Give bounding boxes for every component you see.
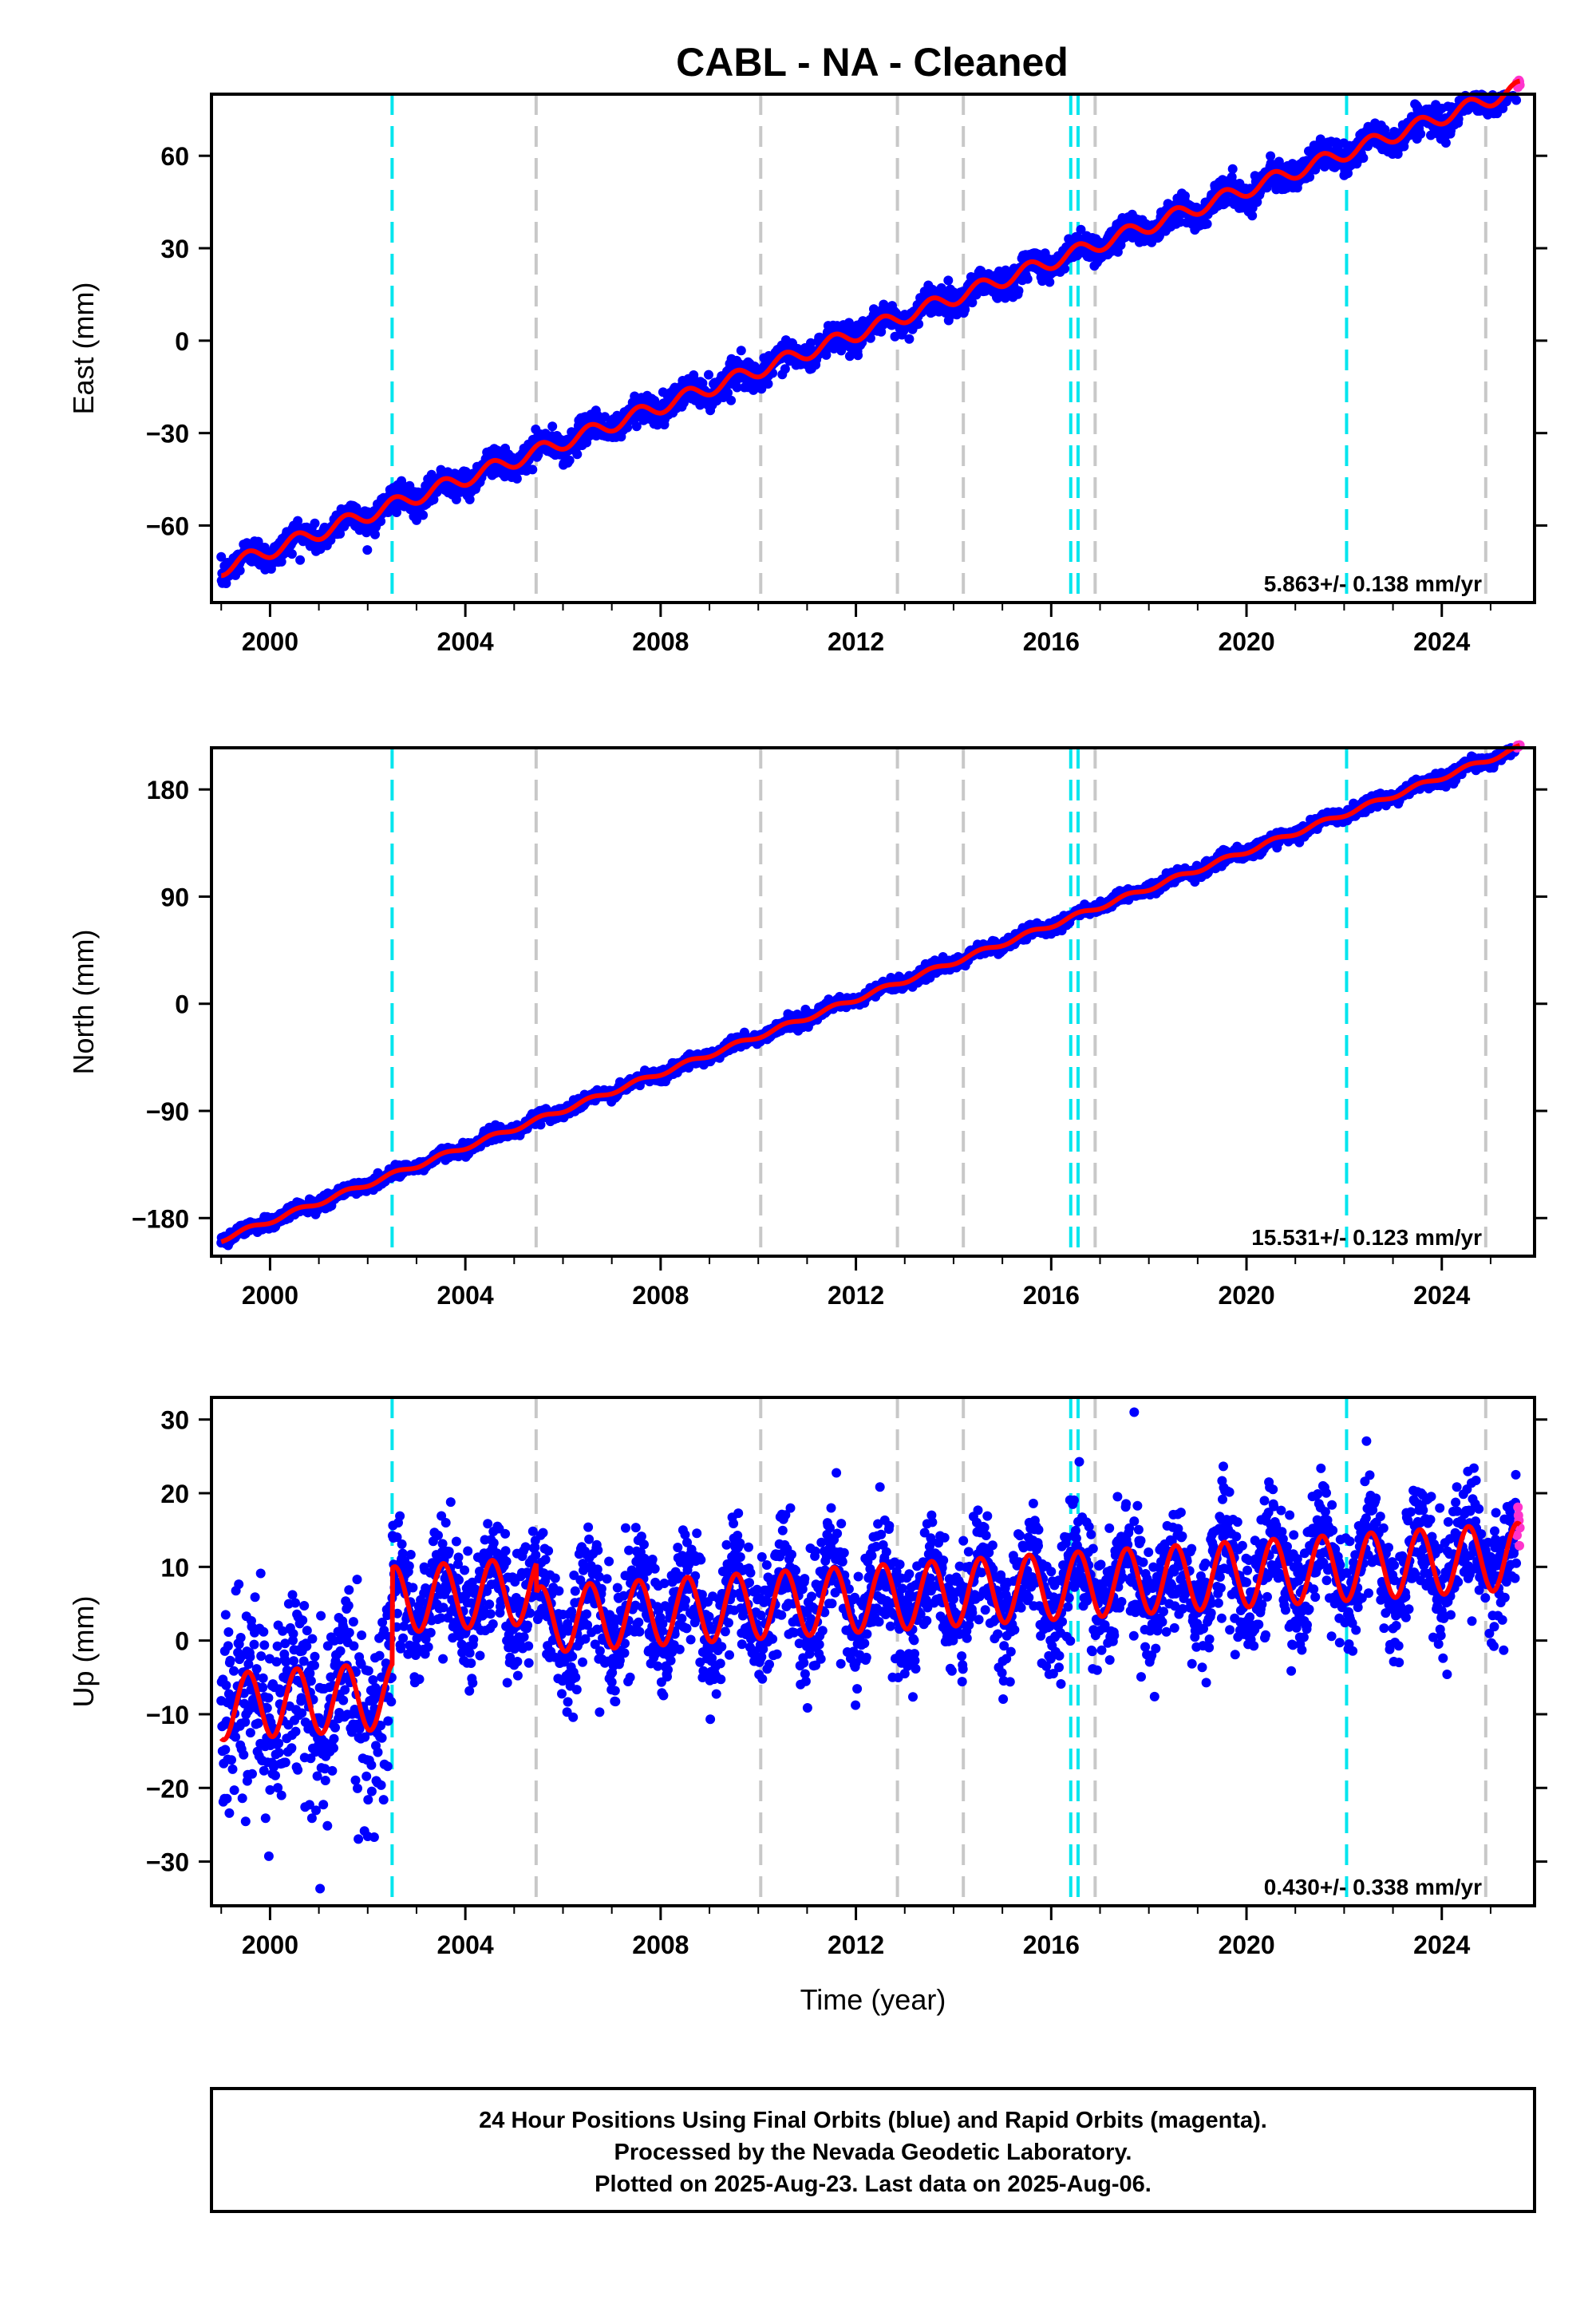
final-orbit-point (904, 334, 915, 344)
final-orbit-point (418, 510, 429, 520)
y-tick-label: −30 (146, 420, 189, 449)
final-orbit-point (1511, 95, 1522, 105)
final-orbit-point (512, 473, 522, 484)
final-orbit-point (1045, 277, 1055, 287)
chart-title: CABL - NA - Cleaned (676, 40, 1069, 85)
y-axis-label: East (mm) (67, 283, 100, 415)
final-orbit-point (276, 556, 286, 567)
final-orbit-point (1013, 286, 1024, 296)
final-orbit-points (216, 89, 1522, 588)
final-orbit-point (1416, 128, 1426, 139)
final-orbit-point (572, 449, 583, 460)
final-orbit-point (429, 495, 439, 504)
final-orbit-point (736, 346, 746, 356)
x-tick-label: 2000 (242, 627, 298, 656)
final-orbit-point (383, 508, 393, 517)
final-orbit-point (335, 528, 346, 539)
final-orbit-point (704, 370, 713, 380)
final-orbit-point (726, 395, 737, 405)
final-orbit-point (370, 529, 380, 539)
final-orbit-point (235, 565, 245, 575)
final-orbit-point (843, 318, 854, 328)
final-orbit-point (295, 555, 306, 565)
x-tick-label: 2012 (828, 627, 884, 656)
model-fit-line (221, 78, 1521, 579)
final-orbit-point (527, 464, 538, 475)
final-orbit-point (362, 545, 373, 555)
final-orbit-point (464, 494, 475, 504)
final-orbit-point (310, 518, 320, 528)
final-orbit-point (293, 516, 303, 526)
final-orbit-point (943, 275, 954, 286)
final-orbit-point (547, 421, 558, 432)
final-orbit-point (1358, 153, 1369, 163)
x-tick-label: 2004 (437, 627, 494, 656)
final-orbit-point (1180, 191, 1190, 201)
final-orbit-point (1227, 164, 1238, 174)
final-orbit-point (286, 549, 297, 559)
final-orbit-point (1022, 274, 1033, 284)
velocity-label: 5.863+/- 0.138 mm/yr (1264, 571, 1482, 596)
final-orbit-point (451, 494, 461, 504)
final-orbit-point (221, 579, 231, 588)
final-orbit-point (1202, 219, 1212, 229)
y-tick-label: −60 (146, 512, 189, 540)
final-orbit-point (914, 319, 924, 329)
east-panel: 2000 2004 2008 2012 2016 2020 2024 60 30 0 −30 −60 E… (67, 75, 1547, 656)
final-orbit-point (853, 350, 863, 361)
x-tick-label: 2020 (1218, 627, 1274, 656)
final-orbit-point (821, 350, 832, 360)
x-tick-label: 2008 (632, 627, 689, 656)
x-tick-label: 2016 (1023, 627, 1080, 656)
y-tick-label: 30 (160, 235, 189, 263)
x-tick-label: 2024 (1413, 627, 1470, 656)
final-orbit-point (216, 551, 227, 562)
y-tick-label: 0 (175, 327, 189, 356)
final-orbit-point (376, 516, 386, 527)
y-tick-label: 60 (160, 142, 189, 171)
final-orbit-point (564, 455, 575, 465)
north-panel: 2000 2004 2008 2012 2016 2020 2024180900−90−18… (67, 740, 1547, 1310)
